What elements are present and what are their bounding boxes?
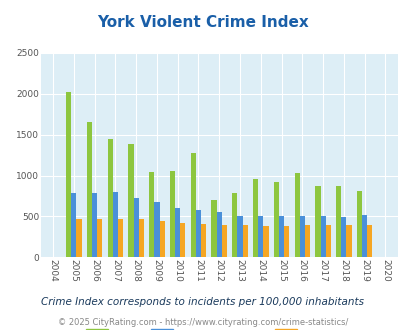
Bar — [356, 191, 361, 257]
Bar — [258, 216, 263, 257]
Bar — [232, 193, 237, 257]
Bar — [154, 202, 159, 257]
Bar — [237, 216, 242, 257]
Bar — [97, 218, 102, 257]
Bar — [221, 225, 226, 257]
Bar — [273, 182, 278, 257]
Bar — [128, 144, 133, 257]
Bar — [263, 226, 268, 257]
Text: © 2025 CityRating.com - https://www.cityrating.com/crime-statistics/: © 2025 CityRating.com - https://www.city… — [58, 318, 347, 327]
Bar — [278, 216, 284, 257]
Bar — [92, 193, 97, 257]
Bar — [294, 173, 299, 257]
Bar — [299, 216, 304, 257]
Text: Crime Index corresponds to incidents per 100,000 inhabitants: Crime Index corresponds to incidents per… — [41, 297, 364, 307]
Bar — [76, 218, 81, 257]
Bar — [200, 224, 206, 257]
Bar — [216, 212, 221, 257]
Bar — [361, 215, 367, 257]
Bar — [133, 198, 139, 257]
Bar — [320, 216, 325, 257]
Bar — [341, 217, 345, 257]
Bar — [315, 186, 320, 257]
Bar — [87, 122, 92, 257]
Bar — [367, 225, 371, 257]
Bar — [149, 172, 154, 257]
Bar — [107, 139, 113, 257]
Bar — [211, 200, 216, 257]
Bar — [66, 92, 71, 257]
Bar — [284, 226, 289, 257]
Legend: York, South Carolina, National: York, South Carolina, National — [81, 324, 356, 330]
Bar — [252, 179, 258, 257]
Bar — [335, 186, 341, 257]
Bar — [242, 225, 247, 257]
Bar — [190, 153, 195, 257]
Bar — [345, 225, 351, 257]
Bar — [175, 208, 180, 257]
Bar — [159, 221, 164, 257]
Bar — [325, 225, 330, 257]
Text: York Violent Crime Index: York Violent Crime Index — [97, 15, 308, 30]
Bar — [304, 225, 309, 257]
Bar — [195, 210, 200, 257]
Bar — [139, 219, 144, 257]
Bar — [113, 192, 118, 257]
Bar — [71, 193, 76, 257]
Bar — [169, 171, 175, 257]
Bar — [180, 223, 185, 257]
Bar — [118, 218, 123, 257]
